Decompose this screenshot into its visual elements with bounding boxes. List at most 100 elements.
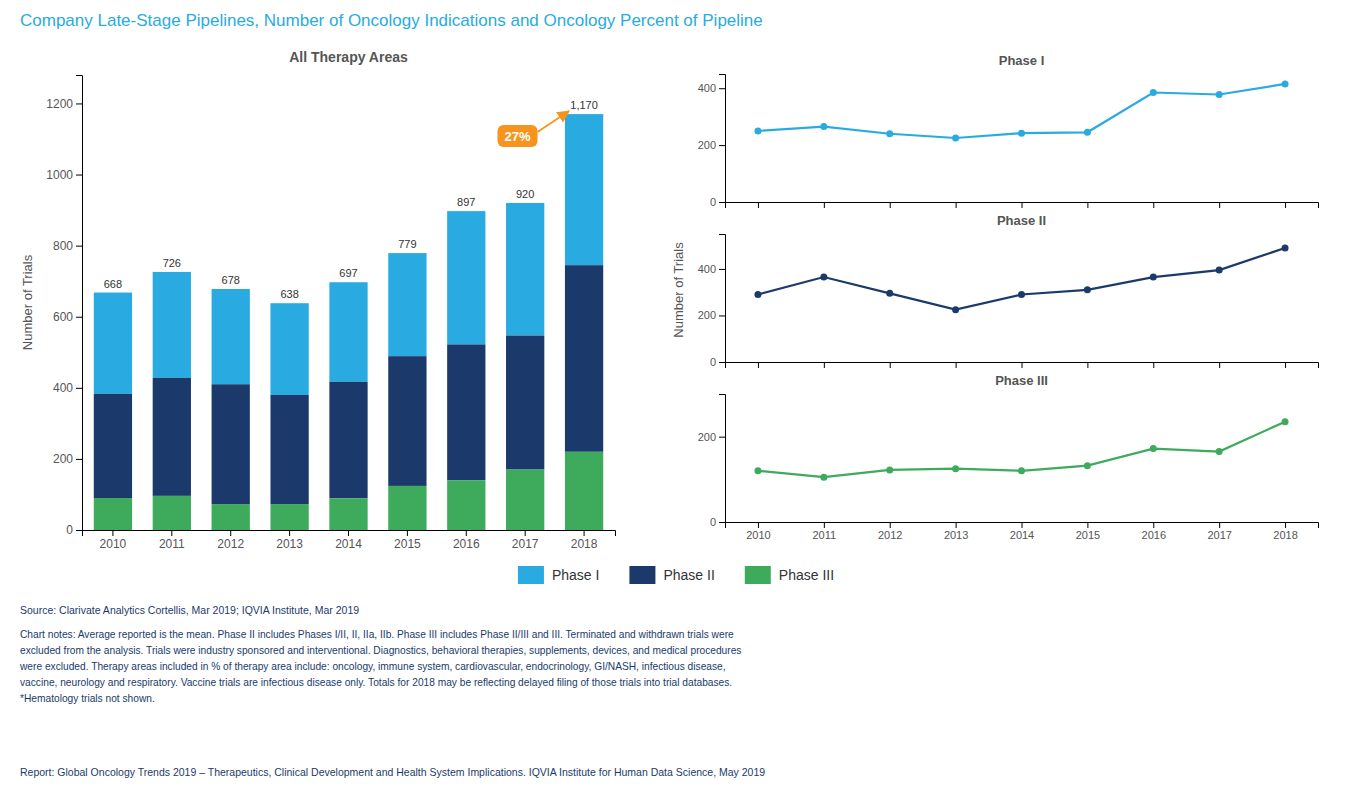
tick-mark [1087,522,1088,528]
bar [388,356,426,486]
line-chart: Phase II0200400Number of Trials [671,213,1319,368]
point [820,274,827,281]
tick-label: 800 [53,239,73,253]
tick-mark [1219,522,1220,528]
tick: 2011 [813,522,837,541]
point [952,135,959,142]
tick-mark [824,202,825,208]
axis-line [719,235,726,363]
line-chart: Phase III2010201120122013201420152016201… [698,373,1319,541]
tick-label: 1200 [46,97,73,111]
tick: 2015 [1076,522,1100,541]
point [1084,286,1091,293]
tick-mark [890,362,891,368]
legend-label: Phase II [663,567,714,583]
axis-line [719,75,726,203]
line [758,84,1285,138]
tick-label: 2017 [1207,529,1231,541]
tick: 400 [698,82,725,94]
tick-mark [1153,362,1154,368]
bar [153,272,191,378]
tick-label: 2017 [512,537,539,551]
bar [212,289,250,384]
bar [329,498,367,530]
tick-label: 0 [710,516,716,528]
line [758,248,1285,310]
tick-mark [719,437,725,438]
tick: 2018 [1273,522,1297,541]
tick [758,362,759,368]
total-label: 697 [339,267,357,279]
bar [270,395,308,504]
point [1150,89,1157,96]
tick-label: 2012 [217,537,244,551]
tick: 200 [698,139,725,151]
tick-mark [1022,522,1023,528]
tick-mark [76,530,82,531]
tick-label: 0 [66,523,73,537]
tick-mark [1285,522,1286,528]
tick-mark [719,88,725,89]
point [952,306,959,313]
total-label: 1,170 [570,99,598,111]
tick: 2010 [746,522,770,541]
tick [956,202,957,208]
tick-label: 200 [53,452,73,466]
tick [1285,202,1286,208]
tick-mark [758,522,759,528]
footnote-line: Report: Global Oncology Trends 2019 – Th… [20,766,765,778]
chart-title: All Therapy Areas [289,49,408,65]
tick: 800 [53,239,82,253]
tick-label: 2016 [453,537,480,551]
total-label: 638 [280,288,298,300]
point [1084,462,1091,469]
x-axis [726,362,1319,368]
tick-mark [719,315,725,316]
tick [1022,202,1023,208]
tick: 200 [698,309,725,321]
tick-label: 2015 [394,537,421,551]
bar [506,203,544,336]
tick [890,362,891,368]
tick: 2014 [1010,522,1034,541]
bar-chart: All Therapy Areas20102011201220132014201… [20,49,616,551]
tick-mark [956,522,957,528]
tick-mark [76,459,82,460]
tick [1022,362,1023,368]
tick-mark [719,269,725,270]
tick [1087,202,1088,208]
tick: 2012 [217,530,244,551]
line-marks [754,244,1288,313]
tick: 600 [53,310,82,324]
tick: 1200 [46,97,82,111]
tick: 200 [698,431,725,443]
tick-label: 400 [698,82,716,94]
bar [565,265,603,452]
footnote: Report: Global Oncology Trends 2019 – Th… [20,766,765,778]
title: Company Late-Stage Pipelines, Number of … [20,11,763,30]
line [758,422,1285,477]
tick-label: 2015 [1076,529,1100,541]
tick-mark [719,202,725,203]
annotation-text: 27% [505,129,531,144]
annotation-arrow [538,111,569,132]
legend-label: Phase III [779,567,834,583]
tick-mark [719,145,725,146]
tick-mark [230,530,231,536]
tick [824,362,825,368]
tick-label: 200 [698,431,716,443]
tick-mark [956,202,957,208]
tick-mark [289,530,290,536]
tick: 2015 [394,530,421,551]
tick-label: 2014 [1010,529,1034,541]
y-axis: 0200400 [698,235,726,369]
tick: 0 [66,523,82,537]
footnote-line: Chart notes: Average reported is the mea… [20,629,734,640]
tick: 2014 [335,530,362,551]
tick-mark [1153,202,1154,208]
tick-label: 200 [698,309,716,321]
bar [94,498,132,530]
tick [1219,362,1220,368]
tick-mark [112,530,113,536]
total-label: 668 [104,278,122,290]
